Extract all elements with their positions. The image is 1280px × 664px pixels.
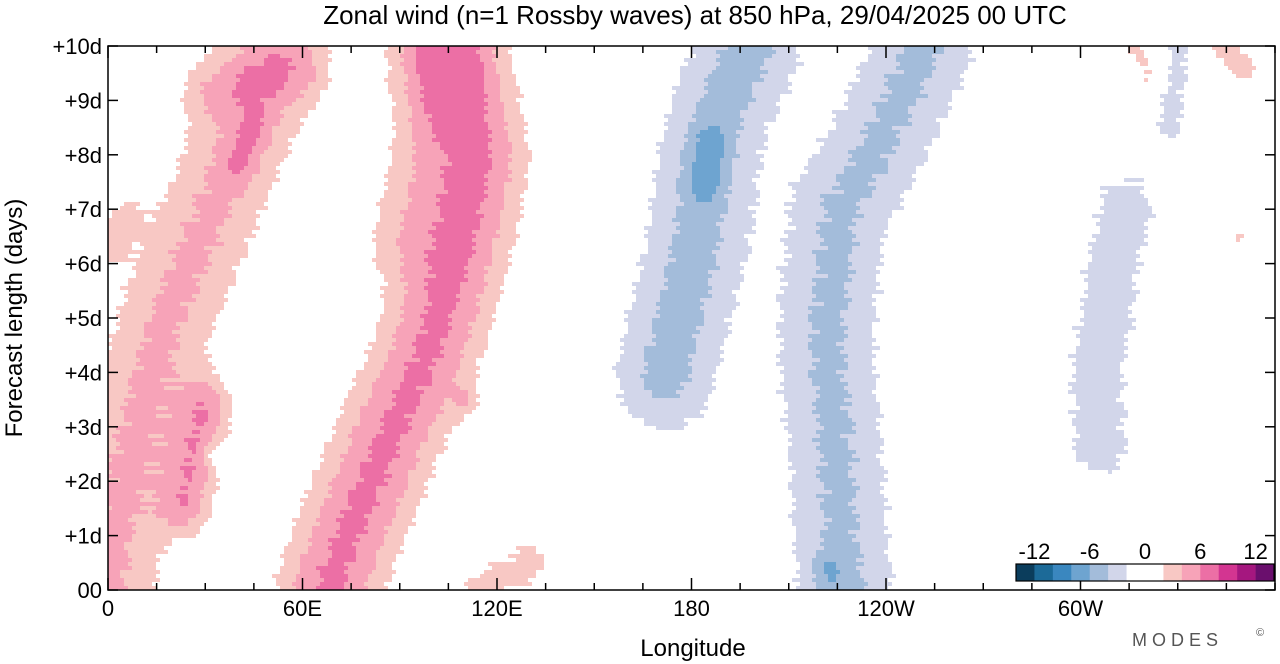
y-tick-label: +2d xyxy=(65,469,102,494)
colorbar-labels: -12 -6 0 6 12 xyxy=(1019,539,1268,564)
y-tick-label: +5d xyxy=(65,306,102,331)
x-tick-label: 180 xyxy=(673,596,710,621)
colorbar-box xyxy=(1034,564,1054,581)
colorbar-box xyxy=(1163,564,1183,581)
colorbar-box xyxy=(1126,564,1146,581)
contour-level-neg6 xyxy=(692,126,840,582)
x-tick-label: 120W xyxy=(857,596,915,621)
y-tick-label: +3d xyxy=(65,415,102,440)
y-tick-label: 00 xyxy=(78,578,102,603)
x-tick-label: 60W xyxy=(1058,596,1103,621)
colorbar-box xyxy=(1218,564,1238,581)
modes-logo: MODES © xyxy=(1132,627,1264,650)
x-axis-label: Longitude xyxy=(640,635,745,662)
x-tick-label: 0 xyxy=(102,596,114,621)
colorbar-frame xyxy=(1015,563,1275,582)
colorbar-label: 12 xyxy=(1243,539,1267,564)
chart-title: Zonal wind (n=1 Rossby waves) at 850 hPa… xyxy=(323,0,1067,30)
y-axis: 00 +1d +2d +3d +4d +5d +6d +7d +8d +9d +10d xyxy=(52,34,1275,603)
y-tick-label: +4d xyxy=(65,360,102,385)
colorbar-boxes xyxy=(1015,563,1275,582)
x-axis: 0 60E 120E 180 120W 60W xyxy=(102,46,1276,621)
contour-fill xyxy=(108,46,1256,590)
y-tick-label: +1d xyxy=(65,524,102,549)
colorbar-label: 6 xyxy=(1194,539,1206,564)
y-tick-label: +10d xyxy=(52,34,102,59)
y-axis-label: Forecast length (days) xyxy=(1,199,28,438)
y-tick-label: +8d xyxy=(65,143,102,168)
logo-copyright-mark: © xyxy=(1256,627,1264,639)
colorbar-box xyxy=(1145,564,1164,581)
contour-level-4 xyxy=(108,46,512,590)
colorbar-box xyxy=(1089,564,1109,581)
contour-level-6 xyxy=(176,46,492,590)
colorbar: -12 -6 0 6 12 xyxy=(1015,539,1275,582)
colorbar-box xyxy=(1016,564,1035,581)
x-tick-label: 60E xyxy=(283,596,322,621)
colorbar-box xyxy=(1052,564,1072,581)
colorbar-box xyxy=(1071,564,1091,581)
logo-text: MODES xyxy=(1132,630,1223,650)
y-tick-label: +7d xyxy=(65,197,102,222)
colorbar-box xyxy=(1181,564,1201,581)
x-tick-label: 120E xyxy=(471,596,522,621)
colorbar-label: -12 xyxy=(1019,539,1051,564)
colorbar-label: -6 xyxy=(1080,539,1100,564)
colorbar-box xyxy=(1237,564,1256,581)
colorbar-label: 0 xyxy=(1139,539,1151,564)
colorbar-box xyxy=(1108,564,1127,581)
colorbar-box xyxy=(1255,564,1275,581)
colorbar-box xyxy=(1200,564,1220,581)
y-tick-label: +9d xyxy=(65,88,102,113)
plot-area xyxy=(107,45,1276,591)
y-tick-label: +6d xyxy=(65,252,102,277)
contour-level-neg2 xyxy=(612,46,1188,590)
